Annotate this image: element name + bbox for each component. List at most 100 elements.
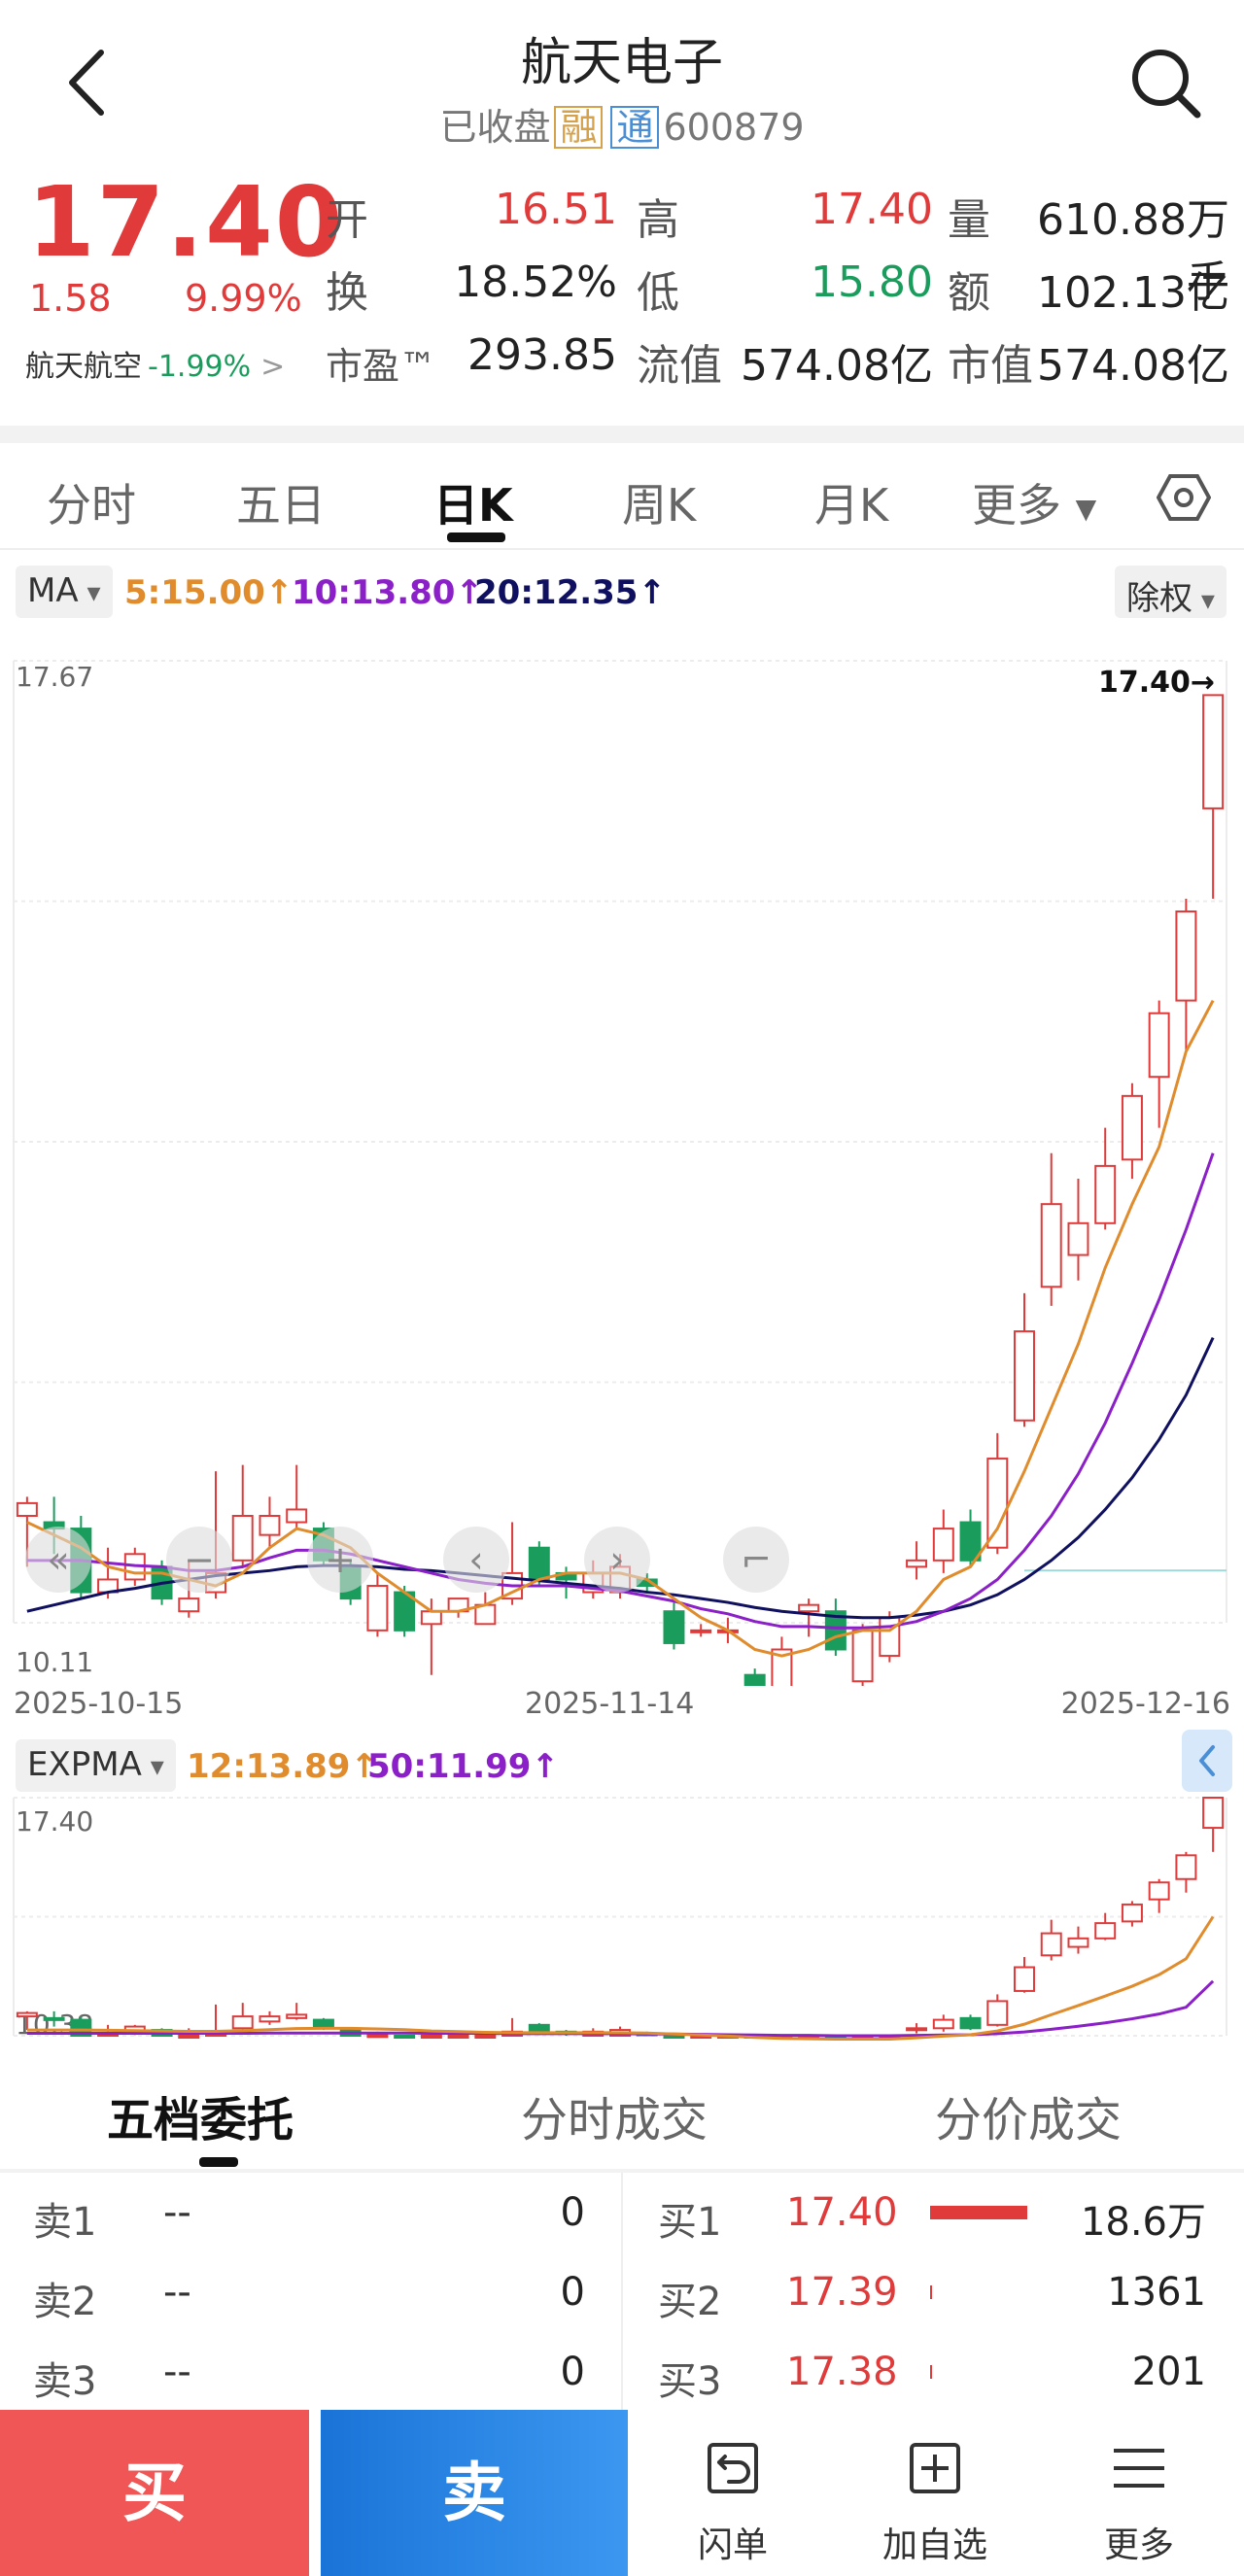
candle-body bbox=[178, 1597, 200, 1613]
menu-icon bbox=[1114, 2449, 1164, 2488]
related-sector[interactable]: 航天航空 -1.99% > bbox=[25, 342, 285, 385]
quote-row: 换 18.52% 低 15.80 额 102.13亿 bbox=[326, 258, 1229, 330]
more-button[interactable]: 更多 bbox=[1061, 2439, 1217, 2575]
ma20-value: 20:12.35↑ bbox=[474, 573, 666, 612]
candle-body bbox=[663, 2035, 685, 2039]
candle-body bbox=[528, 1546, 550, 1581]
bottom-action-bar: 买 卖 闪单 加自选 更多 bbox=[0, 2410, 1244, 2576]
candle-body bbox=[420, 2035, 442, 2039]
tab-weekly-k[interactable]: 周K bbox=[622, 479, 697, 532]
zoom-in-icon: + bbox=[325, 1538, 356, 1581]
candle-body bbox=[879, 1616, 901, 1658]
candle-body bbox=[474, 2035, 497, 2039]
triangle-down-icon: ▾ bbox=[78, 576, 101, 608]
tab-daily-k[interactable]: 日K bbox=[433, 479, 513, 532]
chevron-right-icon: > bbox=[260, 350, 286, 384]
pan-left-icon: ‹ bbox=[468, 1538, 483, 1581]
tab-monthly-k[interactable]: 月K bbox=[814, 479, 889, 532]
buy-level-label: 买2 bbox=[658, 2280, 722, 2324]
quick-order-button[interactable]: 闪单 bbox=[655, 2439, 811, 2575]
high-annotation: 17.40→ bbox=[1098, 666, 1215, 700]
candle-body bbox=[1014, 1330, 1035, 1422]
candle-body bbox=[986, 2000, 1009, 2026]
adjust-dropdown-label: 除权 bbox=[1126, 579, 1193, 618]
pan-left-button-bg bbox=[443, 1527, 509, 1593]
candle-body bbox=[798, 1603, 820, 1613]
expma-legend: EXPMA ▾ 12:13.89↑ 50:11.99↑ bbox=[16, 1739, 1230, 1794]
add-watchlist-label: 加自选 bbox=[881, 2525, 987, 2565]
candle-body bbox=[447, 2035, 469, 2039]
quote-row: 开 16.51 高 17.40 量 610.88万手 bbox=[326, 185, 1229, 307]
candle-body bbox=[1121, 1903, 1143, 1923]
candle-body bbox=[1202, 1797, 1225, 1830]
y-axis-max-label: 17.40 bbox=[16, 1805, 93, 1838]
section-divider bbox=[0, 2169, 1244, 2173]
market-status: 已收盘 bbox=[439, 106, 551, 149]
sell-level-label: 卖2 bbox=[33, 2280, 97, 2324]
tab-time-sales[interactable]: 分时成交 bbox=[521, 2093, 708, 2147]
high-label: 高 bbox=[637, 195, 679, 245]
tab-intraday[interactable]: 分时 bbox=[47, 479, 136, 532]
back-button[interactable] bbox=[54, 39, 122, 126]
pan-right-button-bg bbox=[584, 1527, 650, 1593]
candle-body bbox=[16, 1501, 38, 1518]
buy-row: 买3 17.38 201 bbox=[623, 2332, 1244, 2410]
expma-dropdown[interactable]: EXPMA ▾ bbox=[16, 1739, 176, 1792]
add-square-icon bbox=[910, 2443, 960, 2493]
candle-body bbox=[286, 2013, 308, 2019]
candle-body bbox=[286, 1508, 308, 1524]
mkt-cap-value: 574.08亿 bbox=[1037, 341, 1229, 391]
candle-body bbox=[1202, 694, 1225, 809]
expma12-line bbox=[26, 1915, 1215, 2041]
candle-body bbox=[394, 2035, 416, 2039]
indicator-dropdown[interactable]: MA ▾ bbox=[16, 566, 113, 618]
sell-button[interactable]: 卖 bbox=[321, 2410, 628, 2576]
ma20-text: 20:12.35 bbox=[474, 573, 639, 612]
tab-more[interactable]: 更多 ▼ bbox=[972, 470, 1096, 534]
hexagon-settings-icon bbox=[1156, 474, 1212, 521]
buy-level-label: 买3 bbox=[658, 2359, 722, 2404]
candle-body bbox=[1067, 1937, 1089, 1948]
candle-body bbox=[1094, 1922, 1117, 1940]
sell-volume: 0 bbox=[560, 2350, 585, 2394]
search-button[interactable] bbox=[1122, 39, 1209, 126]
open-value: 16.51 bbox=[495, 185, 617, 234]
buy-button[interactable]: 买 bbox=[0, 2410, 309, 2576]
collapse-panel-button[interactable] bbox=[1182, 1730, 1232, 1792]
ma5-text: 5:15.00 bbox=[124, 573, 265, 612]
indicator-dropdown-label: MA bbox=[27, 571, 79, 610]
tab-order-levels[interactable]: 五档委托 bbox=[107, 2093, 294, 2147]
connect-tag: 通 bbox=[610, 106, 660, 149]
chart-settings-button[interactable] bbox=[1156, 470, 1212, 525]
zoom-out-button-bg bbox=[166, 1527, 232, 1593]
sell-row: 卖3 -- 0 bbox=[0, 2332, 621, 2410]
tab-five-day[interactable]: 五日 bbox=[236, 479, 326, 532]
ma5-value: 5:15.00↑ bbox=[124, 573, 294, 612]
triangle-down-icon: ▾ bbox=[141, 1750, 164, 1782]
price-change: 1.58 bbox=[29, 277, 112, 320]
order-book: 卖1 -- 0 卖2 -- 0 卖3 -- 0 买1 17.40 18.6万 买… bbox=[0, 2173, 1244, 2416]
candle-body bbox=[1148, 1881, 1170, 1901]
ma-legend: MA ▾ 5:15.00↑ 10:13.80↑ 20:12.35↑ 除权 ▾ bbox=[16, 566, 1230, 622]
section-divider bbox=[0, 426, 1244, 443]
volume-value: 610.88万手 bbox=[1037, 195, 1229, 307]
adjust-dropdown[interactable]: 除权 ▾ bbox=[1115, 566, 1227, 618]
search-icon bbox=[1132, 50, 1201, 119]
candle-body bbox=[743, 1673, 766, 1686]
date-label-end: 2025-12-16 bbox=[1060, 1687, 1230, 1721]
quote-grid: 开 16.51 高 17.40 量 610.88万手 换 18.52% 低 15… bbox=[326, 185, 1229, 403]
sell-price: -- bbox=[163, 2270, 191, 2315]
tab-price-volume[interactable]: 分价成交 bbox=[935, 2093, 1123, 2147]
candle-body bbox=[932, 2018, 954, 2030]
add-watchlist-button[interactable]: 加自选 bbox=[857, 2439, 1013, 2575]
candle-body bbox=[663, 1610, 685, 1644]
buy-volume: 18.6万 bbox=[1080, 2200, 1206, 2245]
candle-body bbox=[959, 2016, 982, 2030]
y-axis-min-label: 10.11 bbox=[16, 1646, 93, 1678]
open-label: 开 bbox=[326, 195, 368, 245]
sell-volume: 0 bbox=[560, 2270, 585, 2315]
zoom-out-icon: − bbox=[184, 1538, 215, 1581]
date-axis: 2025-10-15 2025-11-14 2025-12-16 bbox=[0, 1681, 1244, 1730]
